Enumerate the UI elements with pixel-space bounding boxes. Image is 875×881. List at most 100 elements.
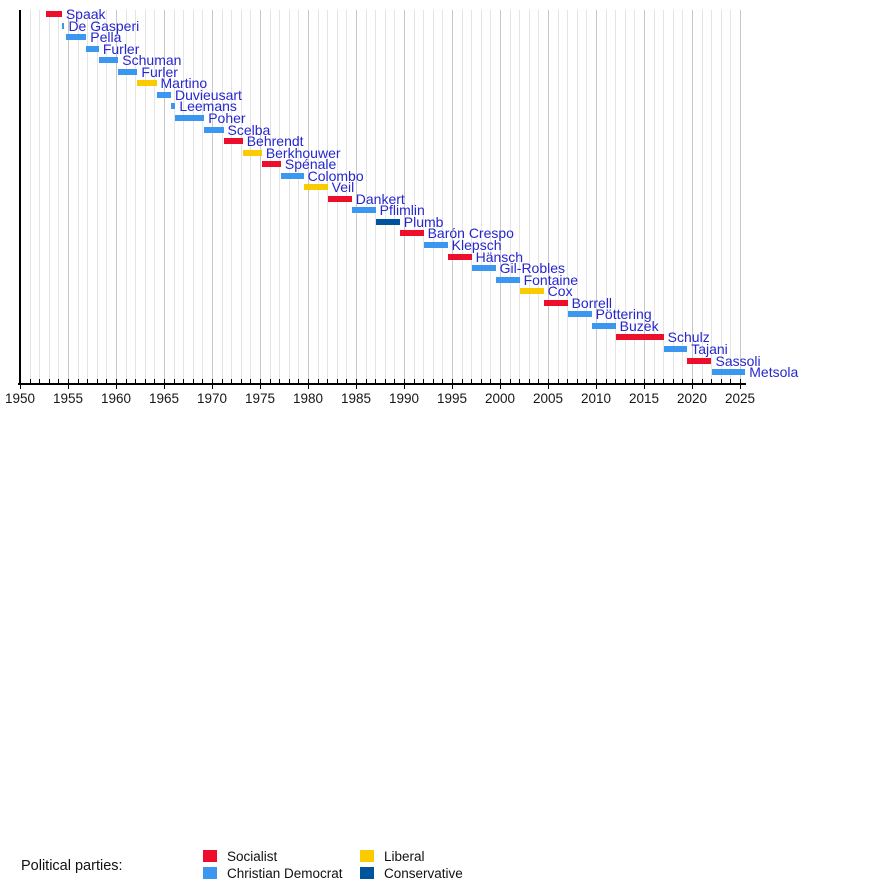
president-name-label[interactable]: Colombo <box>307 167 364 184</box>
gridline <box>317 10 319 383</box>
x-axis-major-tick <box>740 383 741 389</box>
gridline <box>730 10 732 383</box>
x-axis-minor-tick <box>365 379 367 383</box>
x-axis-minor-tick <box>740 379 741 383</box>
president-name-label[interactable]: Martino <box>160 75 208 92</box>
president-name-label[interactable]: Pella <box>90 29 122 46</box>
x-axis-minor-tick <box>519 379 521 383</box>
x-axis-minor-tick <box>452 379 453 383</box>
president-name-label[interactable]: Cox <box>547 283 573 300</box>
x-axis-tick-label: 1960 <box>100 391 132 406</box>
president-name-label[interactable]: Gil-Robles <box>499 260 566 277</box>
gridline <box>404 10 405 383</box>
x-axis-minor-tick <box>423 379 425 383</box>
president-name-label[interactable]: Barón Crespo <box>427 225 514 242</box>
x-axis-major-tick <box>452 383 453 389</box>
x-axis-minor-tick <box>77 379 79 383</box>
president-name-label[interactable]: Leemans <box>179 98 237 115</box>
term-bar-behrendt <box>223 138 243 145</box>
president-name-label[interactable]: Furler <box>141 63 178 80</box>
president-name-label[interactable]: Berkhouwer <box>265 144 341 161</box>
x-axis-minor-tick <box>461 379 463 383</box>
x-axis-minor-tick <box>576 379 578 383</box>
president-name-label[interactable]: Veil <box>331 179 355 196</box>
gridline <box>212 10 213 383</box>
term-bar-colombo <box>280 172 304 179</box>
president-name-label[interactable]: Furler <box>102 40 140 57</box>
president-name-label[interactable]: Dankert <box>355 190 405 207</box>
x-axis-minor-tick <box>644 379 645 383</box>
legend-label-liberal: Liberal <box>384 849 425 864</box>
x-axis-minor-tick <box>384 379 386 383</box>
gridline <box>711 10 713 383</box>
x-axis-major-tick <box>116 383 117 389</box>
president-name-label[interactable]: Duvieusart <box>175 86 242 103</box>
x-axis-major-tick <box>596 383 597 389</box>
x-axis-tick-label: 2025 <box>724 391 756 406</box>
term-bar-furler <box>118 68 138 75</box>
x-axis-minor-tick <box>154 379 156 383</box>
president-name-label[interactable]: Spaak <box>65 6 106 22</box>
x-axis-tick-label: 1975 <box>244 391 276 406</box>
president-name-label[interactable]: Schulz <box>667 329 710 346</box>
x-axis-minor-tick <box>567 379 569 383</box>
x-axis-minor-tick <box>672 379 674 383</box>
x-axis-major-tick <box>500 383 501 389</box>
x-axis-minor-tick <box>183 379 185 383</box>
president-name-label[interactable]: Spénale <box>284 156 337 173</box>
x-axis-minor-tick <box>240 379 242 383</box>
x-axis-major-tick <box>548 383 549 389</box>
legend-label-christian-democrat: Christian Democrat <box>227 866 343 881</box>
president-name-label[interactable]: Scelba <box>227 121 271 138</box>
president-name-label[interactable]: De Gasperi <box>68 17 140 34</box>
president-name-label[interactable]: Sassoli <box>715 352 761 369</box>
x-axis-major-tick <box>308 383 309 389</box>
x-axis-minor-tick <box>404 379 405 383</box>
president-name-label[interactable]: Fontaine <box>523 271 579 288</box>
term-bar-pella <box>66 34 87 41</box>
legend-swatch-conservative <box>360 867 374 879</box>
x-axis-minor-tick <box>192 379 194 383</box>
plot-area: 1950 1955 1960 1965 1970 1975 1980 1985 1990 1995… <box>0 0 875 410</box>
term-bar-tajani <box>663 345 688 352</box>
president-name-label[interactable]: Borrell <box>571 294 613 311</box>
x-axis-minor-tick <box>480 379 482 383</box>
term-bar-h-nsch <box>447 253 472 260</box>
term-bar-duvieusart <box>156 91 171 98</box>
gridline <box>39 10 41 383</box>
x-axis-minor-tick <box>288 379 290 383</box>
gridline <box>701 10 703 383</box>
gridline <box>557 10 559 383</box>
term-bar-borrell <box>543 299 568 306</box>
gridline <box>125 10 127 383</box>
president-name-label[interactable]: Schuman <box>122 52 182 69</box>
gridline <box>500 10 501 383</box>
term-bar-pflimlin <box>351 207 376 214</box>
gridline <box>567 10 569 383</box>
president-name-label[interactable]: Behrendt <box>246 133 304 150</box>
gridline <box>116 10 117 383</box>
president-name-label[interactable]: Buzek <box>619 317 659 334</box>
president-name-label[interactable]: Hänsch <box>475 248 524 265</box>
president-name-label[interactable]: Metsola <box>749 364 799 381</box>
president-name-label[interactable]: Klepsch <box>451 237 502 253</box>
gridline <box>413 10 415 383</box>
term-bar-sp-nale <box>261 161 281 168</box>
gridline <box>548 10 549 383</box>
x-axis-minor-tick <box>336 379 338 383</box>
gridline <box>298 10 300 383</box>
gridline <box>221 10 223 383</box>
legend-swatch-socialist <box>203 850 217 862</box>
president-name-label[interactable]: Tajani <box>691 340 728 357</box>
gridline <box>432 10 434 383</box>
gridline <box>87 10 89 383</box>
gridline <box>586 10 588 383</box>
term-bar-klepsch <box>423 242 448 248</box>
president-name-label[interactable]: Pöttering <box>595 306 652 323</box>
x-axis-major-tick <box>164 383 165 389</box>
president-name-label[interactable]: Poher <box>208 109 246 126</box>
president-name-label[interactable]: Plumb <box>403 213 444 230</box>
president-name-label[interactable]: Pflimlin <box>379 202 425 219</box>
x-axis-minor-tick <box>260 379 261 383</box>
term-bar-schuman <box>98 57 119 64</box>
